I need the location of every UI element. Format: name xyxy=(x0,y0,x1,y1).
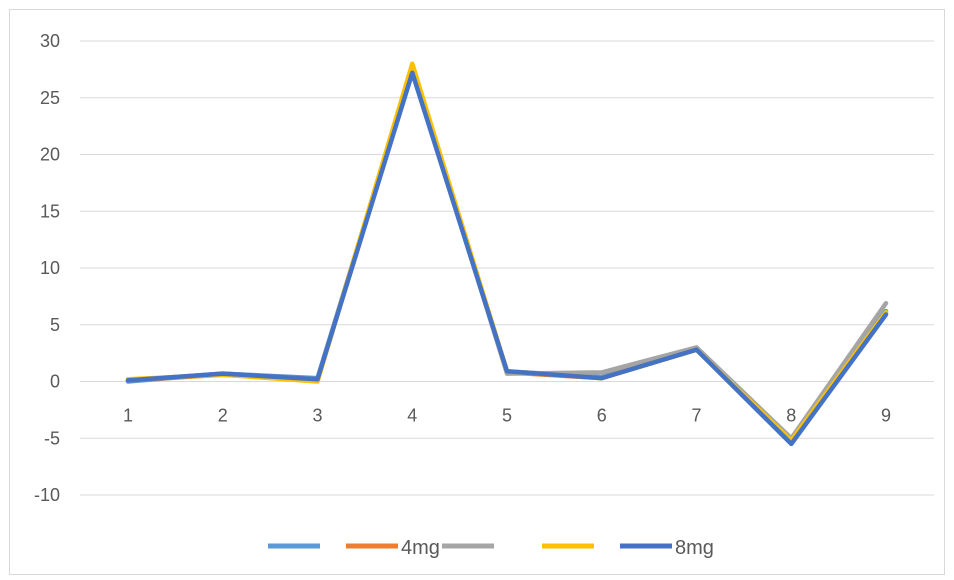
y-tick-label: 25 xyxy=(40,88,60,108)
legend-label: 4mg xyxy=(401,537,440,559)
y-axis-ticks: 30 25 20 15 10 5 0 -5 -10 xyxy=(34,31,60,505)
x-tick-label: 6 xyxy=(597,406,607,426)
gridlines xyxy=(80,40,934,496)
series-line-1 xyxy=(125,67,889,443)
series-line-4 xyxy=(125,61,889,443)
y-tick-label: 0 xyxy=(50,372,60,392)
series-line-3 xyxy=(125,65,889,441)
x-axis-ticks: 1 2 3 4 5 6 7 8 9 xyxy=(123,406,891,426)
x-tick-label: 4 xyxy=(407,406,417,426)
y-tick-label: -5 xyxy=(44,428,60,448)
x-tick-label: 9 xyxy=(881,406,891,426)
y-tick-label: 5 xyxy=(50,315,60,335)
chart-frame xyxy=(9,9,945,575)
series-lines xyxy=(125,61,889,447)
x-tick-label: 5 xyxy=(502,406,512,426)
y-tick-label: 10 xyxy=(40,258,60,278)
y-tick-label: 30 xyxy=(40,31,60,51)
y-tick-label: 15 xyxy=(40,201,60,221)
legend-label: 8mg xyxy=(675,537,714,559)
x-tick-label: 8 xyxy=(786,406,796,426)
series-line-5 xyxy=(125,70,889,447)
y-tick-label: -10 xyxy=(34,485,60,505)
legend: 4mg 8mg xyxy=(268,537,714,559)
x-tick-label: 2 xyxy=(218,406,228,426)
x-tick-label: 1 xyxy=(123,406,133,426)
y-tick-label: 20 xyxy=(40,145,60,165)
x-tick-label: 3 xyxy=(312,406,322,426)
series-line-2 xyxy=(125,63,889,444)
x-tick-label: 7 xyxy=(691,406,701,426)
